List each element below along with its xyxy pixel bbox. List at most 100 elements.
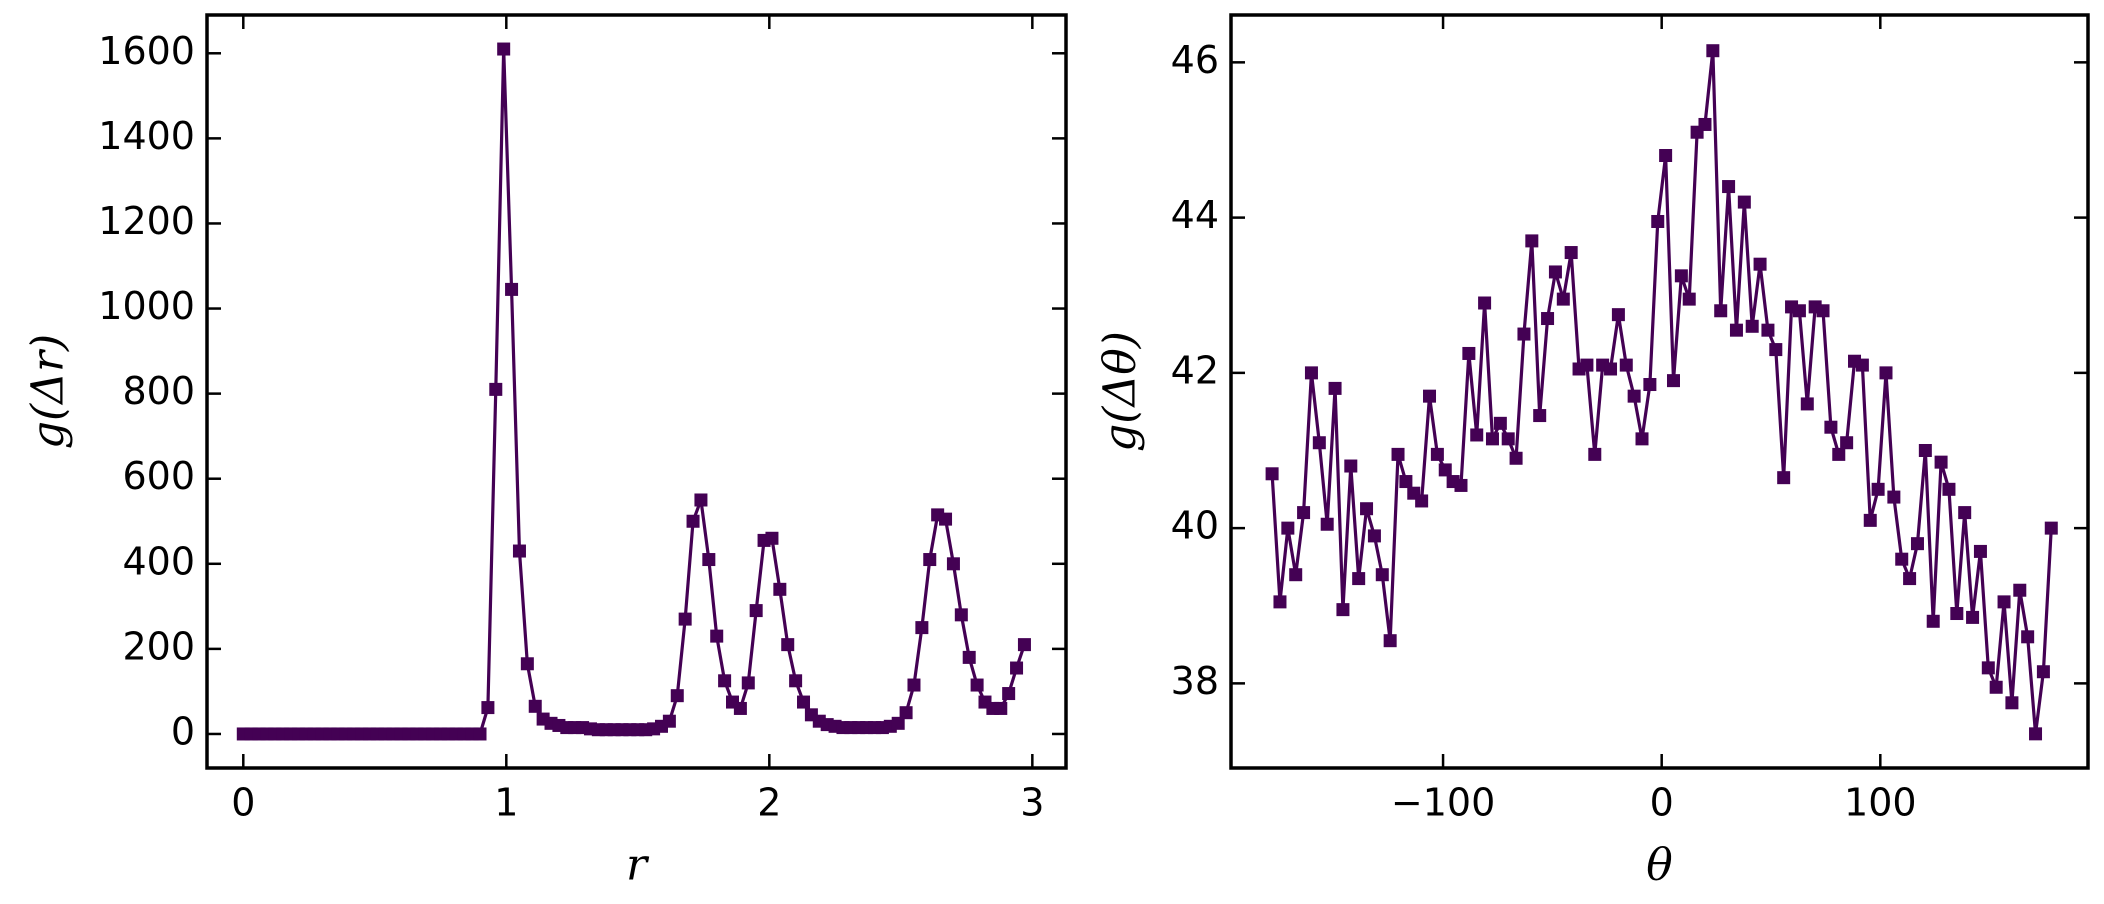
y-tick-label: 46 [1171, 38, 1219, 82]
y-tick-label: 1400 [98, 114, 195, 158]
data-marker [1722, 180, 1736, 194]
data-marker [686, 514, 700, 528]
data-marker [1895, 552, 1909, 566]
data-marker [1344, 459, 1358, 473]
data-marker [1745, 319, 1759, 333]
data-marker [2029, 727, 2043, 741]
data-marker [1651, 214, 1665, 228]
data-marker [954, 608, 968, 622]
data-marker [1879, 366, 1893, 380]
data-marker [489, 382, 503, 396]
data-marker [1556, 292, 1570, 306]
data-marker [473, 727, 487, 741]
data-marker [1320, 517, 1334, 531]
data-marker [1855, 358, 1869, 372]
x-tick-label: 100 [1844, 781, 1917, 825]
data-marker [1800, 397, 1814, 411]
data-marker [1761, 323, 1775, 337]
data-marker [741, 676, 755, 690]
data-marker [1289, 568, 1303, 582]
data-marker [1454, 478, 1468, 492]
data-marker [915, 621, 929, 635]
y-tick-label: 400 [122, 539, 195, 583]
data-marker [694, 493, 708, 507]
data-marker [1010, 661, 1024, 675]
data-marker [1737, 195, 1751, 209]
data-marker [1281, 521, 1295, 535]
data-marker [1729, 323, 1743, 337]
data-marker [505, 282, 519, 296]
data-marker [1887, 490, 1901, 504]
data-marker [1635, 432, 1649, 446]
data-marker [1714, 304, 1728, 318]
data-marker [781, 638, 795, 652]
data-marker [1462, 346, 1476, 360]
data-marker [1273, 595, 1287, 609]
x-tick-label: 0 [231, 781, 255, 825]
y-tick-label: 200 [122, 624, 195, 668]
y-tick-label: 1200 [98, 199, 195, 243]
data-marker [1871, 482, 1885, 496]
data-line [243, 48, 1026, 736]
data-marker [662, 714, 676, 728]
data-line [1270, 50, 2053, 735]
data-marker [765, 531, 779, 545]
data-marker [1548, 265, 1562, 279]
data-marker [1470, 428, 1484, 442]
data-marker [1666, 374, 1680, 388]
data-marker [1863, 513, 1877, 527]
y-tick-label: 40 [1171, 504, 1219, 548]
data-marker [1611, 308, 1625, 322]
data-marker [939, 512, 953, 526]
data-marker [1017, 638, 1031, 652]
data-marker [946, 557, 960, 571]
data-marker [2036, 665, 2050, 679]
data-marker [907, 678, 921, 692]
data-marker [1352, 572, 1366, 586]
data-marker [962, 650, 976, 664]
data-marker [520, 657, 534, 671]
data-marker [1297, 506, 1311, 520]
data-marker [1002, 687, 1016, 701]
y-tick-label: 800 [122, 369, 195, 413]
data-marker [678, 612, 692, 626]
y-tick-label: 1000 [98, 284, 195, 328]
x-tick-label: 1 [494, 781, 518, 825]
y-tick-label: 0 [171, 709, 195, 753]
data-marker [1485, 432, 1499, 446]
data-marker [1533, 409, 1547, 423]
data-marker [1304, 366, 1318, 380]
data-marker [733, 701, 747, 715]
data-marker [1674, 269, 1688, 283]
data-marker [1777, 471, 1791, 485]
data-marker [1312, 436, 1326, 450]
data-marker [1580, 358, 1594, 372]
data-marker [1438, 463, 1452, 477]
data-marker [702, 553, 716, 567]
data-marker [1769, 343, 1783, 357]
data-marker [1942, 482, 1956, 496]
data-marker [1328, 381, 1342, 395]
data-marker [1682, 292, 1696, 306]
data-marker [1360, 502, 1374, 516]
data-marker [1910, 537, 1924, 551]
data-marker [1588, 447, 1602, 461]
x-axis-label: r [626, 840, 650, 891]
data-marker [1509, 451, 1523, 465]
data-marker [1753, 257, 1767, 271]
data-marker [1706, 44, 1720, 58]
data-marker [2021, 630, 2035, 644]
data-marker [1391, 447, 1405, 461]
x-tick-label: 0 [1650, 781, 1674, 825]
data-marker [1541, 312, 1555, 326]
data-marker [1816, 304, 1830, 318]
data-marker [789, 674, 803, 688]
data-marker [1383, 634, 1397, 648]
data-marker [1840, 436, 1854, 450]
data-marker [512, 544, 526, 558]
data-marker [1824, 420, 1838, 434]
data-marker [1375, 568, 1389, 582]
data-marker [718, 674, 732, 688]
data-marker [1989, 680, 2003, 694]
